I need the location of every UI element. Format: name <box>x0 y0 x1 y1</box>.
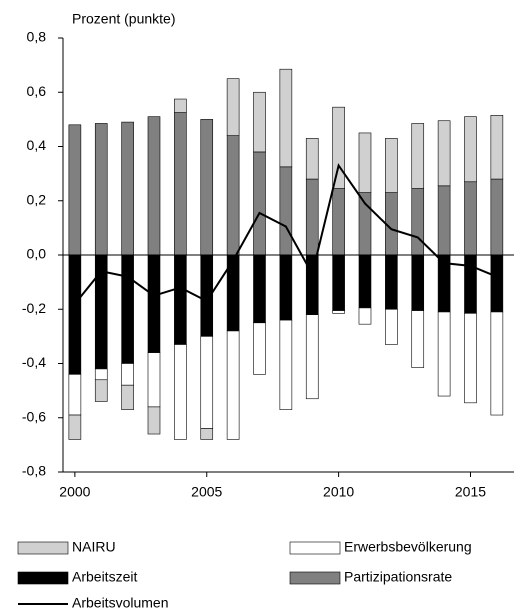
bar <box>437 185 451 256</box>
y-tick-label: -0,2 <box>22 300 46 316</box>
y-tick-label: -0,6 <box>22 408 46 424</box>
bar <box>68 414 82 440</box>
bar <box>94 368 108 381</box>
bar <box>226 78 240 136</box>
bar <box>147 254 161 353</box>
bar <box>174 112 187 256</box>
line <box>74 163 498 305</box>
bar <box>490 311 504 416</box>
bar <box>279 254 293 321</box>
bar <box>464 116 477 183</box>
bar <box>226 330 240 440</box>
bar <box>358 307 372 325</box>
bar <box>411 254 425 311</box>
legend-swatch <box>17 571 69 585</box>
bar <box>305 178 319 256</box>
bar <box>411 310 425 368</box>
y-tick-label: 0,2 <box>27 191 47 207</box>
y-tick-label: 0,6 <box>27 83 47 99</box>
bar <box>68 124 82 256</box>
chart-title: Prozent (punkte) <box>72 11 176 27</box>
bar <box>174 98 187 113</box>
bar <box>94 123 108 256</box>
x-tick-label: 2000 <box>59 484 90 500</box>
legend-swatch <box>17 541 69 555</box>
bar <box>253 151 266 256</box>
bar <box>174 344 187 440</box>
bar <box>385 254 398 310</box>
legend-label: NAIRU <box>72 539 116 555</box>
legend-label: Arbeitsvolumen <box>72 595 169 611</box>
bar <box>332 254 345 311</box>
x-tick-label: 2005 <box>191 484 222 500</box>
legend-label: Partizipationsrate <box>344 569 452 585</box>
legend-label: Arbeitszeit <box>72 569 137 585</box>
legend-swatch <box>289 571 341 585</box>
bar <box>253 322 266 375</box>
bar <box>358 254 372 309</box>
bar <box>332 310 345 314</box>
bar <box>490 115 504 180</box>
bar <box>200 428 214 440</box>
legend-label: Erwerbsbevölkerung <box>344 539 472 555</box>
bar <box>305 254 319 315</box>
bar <box>490 178 504 256</box>
bar <box>437 120 451 187</box>
y-tick-label: -0,8 <box>22 463 46 479</box>
legend-swatch <box>289 541 341 555</box>
bar <box>332 106 345 189</box>
bar <box>68 254 82 375</box>
y-tick-label: 0,4 <box>27 137 47 153</box>
y-tick-label: -0,4 <box>22 354 46 370</box>
bar <box>385 138 398 193</box>
bar <box>490 254 504 313</box>
bar <box>279 319 293 410</box>
bar <box>305 314 319 400</box>
y-tick-label: 0,8 <box>27 29 47 45</box>
bar <box>464 254 477 314</box>
x-tick-label: 2010 <box>323 484 354 500</box>
bar <box>147 116 161 256</box>
bar <box>253 254 266 324</box>
bar <box>332 188 345 256</box>
bar <box>464 313 477 404</box>
bar <box>121 254 134 364</box>
bar <box>411 123 425 189</box>
bar <box>121 384 134 410</box>
bar <box>68 374 82 416</box>
bar <box>279 166 293 256</box>
x-tick-label: 2015 <box>455 484 486 500</box>
bar <box>121 121 134 256</box>
bar <box>385 308 398 345</box>
bar <box>411 188 425 256</box>
bar <box>121 363 134 386</box>
bar <box>279 68 293 168</box>
bar <box>174 254 187 345</box>
bar <box>437 311 451 397</box>
bar <box>147 406 161 435</box>
bar <box>253 91 266 153</box>
bar <box>94 379 108 402</box>
bar <box>147 352 161 408</box>
bar <box>464 181 477 256</box>
bar <box>226 135 240 256</box>
bar <box>200 119 214 256</box>
bar <box>305 138 319 180</box>
y-tick-label: 0,0 <box>27 246 47 262</box>
bar <box>358 132 372 193</box>
bar <box>200 336 214 429</box>
